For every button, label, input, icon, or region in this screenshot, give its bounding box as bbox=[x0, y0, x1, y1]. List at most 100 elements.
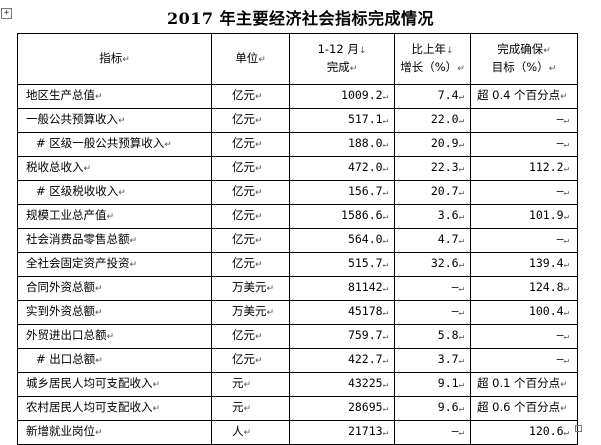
table-row: 社会消费品零售总额↵ 亿元↵ 564.0↵ 4.7↵ —↵ bbox=[17, 228, 578, 253]
cell-indicator: 规模工业总产值↵ bbox=[17, 204, 212, 229]
cell-indicator: 社会消费品零售总额↵ bbox=[17, 228, 212, 253]
cell-target: 112.2↵ bbox=[470, 156, 578, 181]
cell-unit-text: 亿元 bbox=[232, 352, 255, 366]
paragraph-mark-icon: ↵ bbox=[255, 332, 263, 342]
cell-growth: 3.7↵ bbox=[394, 348, 471, 373]
cell-growth-text: 3.6 bbox=[437, 208, 459, 222]
cell-indicator: 税收总收入↵ bbox=[17, 156, 212, 181]
cell-unit-text: 亿元 bbox=[232, 184, 255, 198]
paragraph-mark-icon: ↵ bbox=[458, 332, 464, 342]
paragraph-mark-icon: ↵ bbox=[382, 284, 388, 294]
table-row: 全社会固定资产投资↵ 亿元↵ 515.7↵ 32.6↵ 139.4↵ bbox=[17, 252, 578, 277]
cell-value: 81142↵ bbox=[289, 276, 395, 301]
cell-value-text: 472.0 bbox=[347, 160, 383, 174]
cell-growth: —↵ bbox=[394, 300, 471, 325]
paragraph-mark-icon: ↵ bbox=[382, 92, 388, 102]
cell-unit: 亿元↵ bbox=[211, 348, 290, 373]
cell-unit: 元↵ bbox=[211, 396, 290, 421]
table-resize-handle[interactable] bbox=[575, 425, 582, 432]
cell-growth: 20.7↵ bbox=[394, 180, 471, 205]
cell-target-text: 超 0.1 个百分点 bbox=[477, 376, 561, 390]
paragraph-mark-icon: ↵ bbox=[118, 188, 126, 198]
cell-growth: —↵ bbox=[394, 276, 471, 301]
header-target: 完成确保↵ 目标（%）↵ bbox=[470, 33, 578, 85]
cell-indicator: 地区生产总值↵ bbox=[17, 84, 212, 109]
cell-target: 超 0.1 个百分点↵ bbox=[470, 372, 578, 397]
cell-target-text: 超 0.6 个百分点 bbox=[477, 400, 561, 414]
cell-unit-text: 万美元 bbox=[232, 280, 267, 294]
paragraph-mark-icon: ↵ bbox=[458, 356, 464, 366]
paragraph-mark-icon: ↵ bbox=[95, 308, 103, 318]
paragraph-mark-icon: ↵ bbox=[458, 116, 464, 126]
table-row: 外贸进出口总额↵ 亿元↵ 759.7↵ 5.8↵ —↵ bbox=[17, 324, 578, 349]
paragraph-mark-icon: ↵ bbox=[563, 284, 569, 294]
cell-target-text: — bbox=[556, 136, 564, 150]
paragraph-mark-icon: ↵ bbox=[563, 116, 569, 126]
cell-indicator: 一般公共预算收入↵ bbox=[17, 108, 212, 133]
table-anchor-icon[interactable]: + bbox=[1, 8, 12, 19]
document-title: 2017 年主要经济社会指标完成情况 bbox=[166, 9, 435, 28]
table-row: 合同外资总额↵ 万美元↵ 81142↵ —↵ 124.8↵ bbox=[17, 276, 578, 301]
paragraph-mark-icon: ↵ bbox=[563, 140, 569, 150]
cell-growth-text: — bbox=[451, 304, 459, 318]
cell-growth-text: — bbox=[451, 280, 459, 294]
paragraph-mark-icon: ↵ bbox=[458, 308, 464, 318]
cell-unit-text: 亿元 bbox=[232, 328, 255, 342]
paragraph-mark-icon: ↵ bbox=[563, 236, 569, 246]
cell-unit: 亿元↵ bbox=[211, 84, 290, 109]
cell-growth-text: 9.1 bbox=[437, 376, 459, 390]
cell-indicator: 新增就业岗位↵ bbox=[17, 420, 212, 445]
paragraph-mark-icon: ↵ bbox=[563, 356, 569, 366]
paragraph-mark-icon: ↵ bbox=[563, 164, 569, 174]
cell-value: 45178↵ bbox=[289, 300, 395, 325]
cell-indicator-text: 全社会固定资产投资 bbox=[26, 256, 130, 270]
table-row: 规模工业总产值↵ 亿元↵ 1586.6↵ 3.6↵ 101.9↵ bbox=[17, 204, 578, 229]
cell-indicator-text: 规模工业总产值 bbox=[26, 208, 107, 222]
cell-value: 1586.6↵ bbox=[289, 204, 395, 229]
cell-indicator: 全社会固定资产投资↵ bbox=[17, 252, 212, 277]
cell-target: 120.6↵ bbox=[470, 420, 578, 445]
paragraph-mark-icon: ↵ bbox=[563, 188, 569, 198]
cell-value-text: 156.7 bbox=[347, 184, 383, 198]
cell-growth: 9.1↵ bbox=[394, 372, 471, 397]
paragraph-mark-icon: ↵ bbox=[458, 428, 464, 438]
cell-value-text: 515.7 bbox=[347, 256, 383, 270]
paragraph-mark-icon: ↵ bbox=[563, 332, 569, 342]
cell-value-text: 28695 bbox=[347, 400, 383, 414]
cell-unit-text: 元 bbox=[232, 400, 244, 414]
cell-target: —↵ bbox=[470, 228, 578, 253]
cell-target: —↵ bbox=[470, 180, 578, 205]
cell-unit-text: 亿元 bbox=[232, 112, 255, 126]
cell-value-text: 517.1 bbox=[347, 112, 383, 126]
cell-indicator-text: 外贸进出口总额 bbox=[26, 328, 107, 342]
paragraph-mark-icon: ↵ bbox=[382, 380, 388, 390]
table-row: 地区生产总值↵ 亿元↵ 1009.2↵ 7.4↵ 超 0.4 个百分点↵ bbox=[17, 84, 578, 109]
cell-growth: 3.6↵ bbox=[394, 204, 471, 229]
paragraph-mark-icon: ↵ bbox=[106, 332, 115, 342]
cell-growth-text: 5.8 bbox=[437, 328, 459, 342]
cell-target-text: — bbox=[556, 112, 564, 126]
cell-indicator-text: # 区级税收收入 bbox=[36, 184, 119, 198]
paragraph-mark-icon: ↵ bbox=[382, 308, 388, 318]
cell-growth-text: 3.7 bbox=[437, 352, 459, 366]
cell-value-text: 1009.2 bbox=[341, 88, 383, 102]
paragraph-mark-icon: ↵ bbox=[382, 188, 388, 198]
cell-value: 422.7↵ bbox=[289, 348, 395, 373]
paragraph-mark-icon: ↵ bbox=[152, 404, 161, 414]
paragraph-mark-icon: ↵ bbox=[95, 356, 103, 366]
paragraph-mark-icon: ↵ bbox=[95, 428, 103, 438]
cell-target: 101.9↵ bbox=[470, 204, 578, 229]
paragraph-mark-icon: ↵ bbox=[95, 92, 103, 102]
cell-indicator-text: 实到外资总额 bbox=[26, 304, 95, 318]
cell-indicator: 合同外资总额↵ bbox=[17, 276, 212, 301]
paragraph-mark-icon: ↵ bbox=[382, 428, 388, 438]
cell-target: —↵ bbox=[470, 324, 578, 349]
table-row: 实到外资总额↵ 万美元↵ 45178↵ —↵ 100.4↵ bbox=[17, 300, 578, 325]
cell-growth: 32.6↵ bbox=[394, 252, 471, 277]
cell-indicator-text: 城乡居民人均可支配收入 bbox=[26, 376, 153, 390]
cell-value: 188.0↵ bbox=[289, 132, 395, 157]
paragraph-mark-icon: ↵ bbox=[255, 212, 263, 222]
cell-indicator: 城乡居民人均可支配收入↵ bbox=[17, 372, 212, 397]
cell-growth-text: 4.7 bbox=[437, 232, 459, 246]
cell-indicator-text: 税收总收入 bbox=[26, 160, 84, 174]
